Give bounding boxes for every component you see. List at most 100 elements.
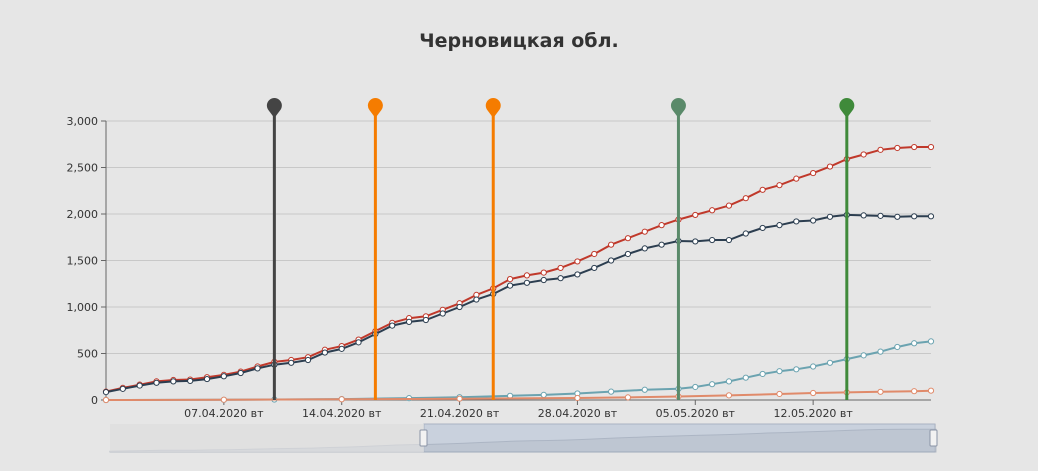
series-point-0	[927, 143, 935, 151]
series-point-3	[338, 396, 345, 403]
series-point-0	[608, 241, 615, 248]
series-point-0	[810, 169, 817, 177]
event-marker-pin[interactable]	[485, 98, 501, 118]
series-point-1	[877, 212, 884, 219]
series-point-1	[742, 230, 749, 237]
x-tick-label: 21.04.2020 вт	[420, 407, 500, 420]
series-point-1	[826, 213, 834, 220]
y-tick-label: 2,500	[67, 162, 99, 175]
series-point-1	[203, 375, 211, 383]
series-point-2	[793, 366, 800, 373]
series-point-1	[658, 241, 665, 248]
series-point-1	[591, 264, 598, 272]
series-point-1	[355, 339, 362, 346]
series-point-1	[254, 365, 261, 372]
x-tick-label: 28.04.2020 вт	[538, 407, 618, 420]
x-tick-label: 05.05.2020 вт	[656, 407, 736, 420]
series-point-1	[709, 236, 716, 244]
series-line-3	[105, 389, 932, 401]
series-point-3	[776, 390, 783, 398]
series-point-3	[574, 394, 581, 402]
series-point-0	[658, 222, 665, 229]
y-tick-label: 0	[91, 394, 98, 407]
x-tick-label: 12.05.2020 вт	[773, 407, 853, 420]
event-marker-pin[interactable]	[367, 98, 383, 118]
series-point-2	[810, 363, 817, 370]
series-point-3	[927, 387, 935, 394]
series-point-1	[405, 318, 413, 325]
series-point-3	[911, 388, 918, 395]
series-point-2	[709, 381, 716, 388]
series-point-1	[473, 296, 480, 303]
series-point-1	[389, 322, 396, 329]
navigator-left-handle[interactable]	[419, 429, 428, 447]
series-point-1	[170, 378, 177, 385]
series-line-2	[105, 340, 932, 401]
series-line-1	[105, 213, 931, 394]
series-point-1	[220, 373, 227, 380]
series-point-0	[894, 144, 901, 152]
series-point-2	[742, 374, 749, 381]
series-point-1	[624, 250, 632, 258]
series-point-1	[338, 345, 345, 352]
series-point-0	[557, 264, 564, 272]
series-point-0	[540, 269, 547, 276]
series-point-1	[304, 356, 312, 364]
y-tick-label: 1,500	[67, 255, 99, 268]
series-point-1	[574, 271, 581, 278]
series-point-1	[187, 377, 194, 385]
series-point-2	[776, 368, 783, 375]
navigator-right-handle[interactable]	[929, 429, 938, 447]
series-point-1	[927, 213, 935, 220]
series-point-3	[624, 394, 632, 401]
chart-title: Черновицкая обл.	[419, 30, 619, 52]
event-marker-pin[interactable]	[670, 97, 686, 118]
series-point-0	[692, 211, 699, 219]
event-marker-pin[interactable]	[266, 98, 282, 118]
series-point-3	[102, 396, 110, 404]
series-point-0	[776, 182, 783, 189]
series-point-2	[759, 370, 766, 378]
event-marker-pin[interactable]	[839, 98, 855, 118]
series-point-1	[153, 379, 160, 386]
navigator-mask	[110, 424, 424, 452]
y-tick-label: 2,000	[67, 208, 99, 221]
series-point-1	[456, 303, 463, 311]
series-point-0	[742, 195, 749, 202]
series-point-0	[725, 202, 733, 209]
series-point-3	[220, 396, 227, 403]
series-point-1	[759, 224, 766, 232]
x-tick-label: 07.04.2020 вт	[184, 407, 264, 420]
series-point-0	[591, 250, 598, 258]
series-point-2	[826, 359, 834, 366]
series-point-3	[810, 389, 817, 397]
series-point-1	[540, 276, 547, 284]
series-point-1	[422, 316, 429, 324]
series-point-2	[608, 388, 615, 395]
series-point-0	[624, 235, 632, 242]
series-point-1	[793, 218, 800, 225]
y-tick-label: 500	[77, 348, 98, 361]
series-point-2	[894, 343, 901, 351]
series-point-1	[692, 238, 699, 245]
series-point-1	[237, 369, 244, 377]
series-point-2	[911, 340, 918, 347]
series-point-0	[793, 175, 800, 182]
series-point-0	[877, 146, 884, 153]
series-point-2	[641, 386, 648, 393]
series-point-1	[321, 349, 328, 356]
series-point-1	[439, 310, 446, 317]
series-point-0	[911, 143, 918, 151]
x-tick-label: 14.04.2020 вт	[302, 407, 382, 420]
series-point-0	[826, 163, 834, 170]
series-point-1	[860, 212, 867, 219]
y-tick-label: 3,000	[67, 115, 99, 128]
series-point-1	[506, 282, 514, 289]
series-point-1	[725, 236, 733, 244]
series-point-0	[574, 258, 581, 265]
series-point-3	[725, 392, 733, 399]
series-point-3	[456, 395, 463, 402]
y-tick-label: 1,000	[67, 301, 99, 314]
